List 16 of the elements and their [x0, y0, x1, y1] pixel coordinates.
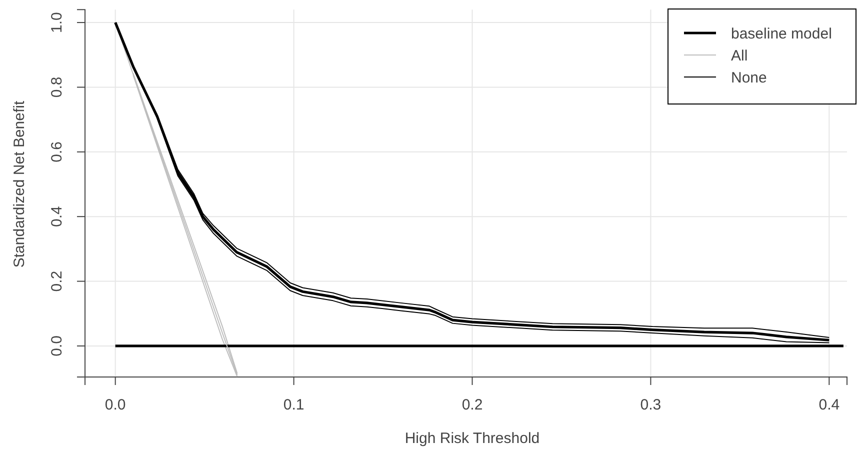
y-tick-label: 0.8 — [48, 76, 66, 98]
x-tick-label: 0.2 — [462, 396, 483, 414]
y-axis-title: Standardized Net Benefit — [11, 100, 28, 268]
x-tick-label: 0.0 — [104, 396, 126, 414]
legend-label: All — [731, 47, 748, 64]
x-tick-label: 0.3 — [640, 396, 662, 414]
y-tick-label: 0.4 — [48, 206, 66, 228]
y-tick-label: 0.2 — [48, 270, 66, 292]
legend-label: baseline model — [731, 25, 832, 42]
y-tick-label: 0.6 — [48, 141, 66, 162]
x-tick-label: 0.4 — [818, 396, 840, 414]
y-tick-label: 1.0 — [48, 12, 66, 33]
x-axis-title: High Risk Threshold — [404, 430, 540, 447]
legend-label: None — [731, 69, 767, 86]
y-tick-label: 0.0 — [48, 336, 66, 356]
x-tick-label: 0.1 — [283, 396, 304, 414]
